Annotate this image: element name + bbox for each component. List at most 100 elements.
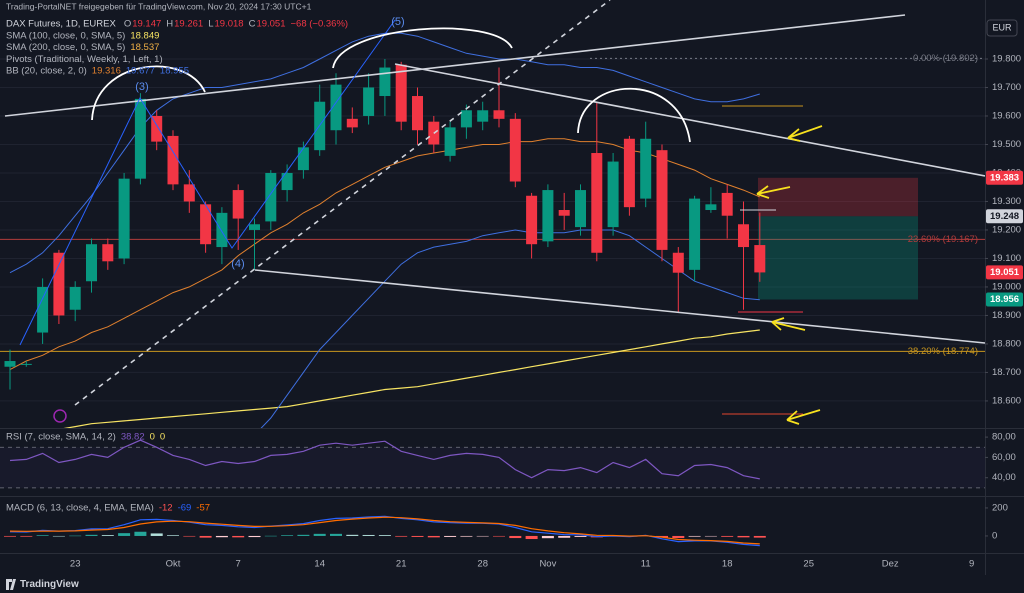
candle-body (477, 110, 489, 122)
price-tag (986, 209, 1023, 224)
macd-histogram-bar (395, 535, 408, 537)
drawings (4, 0, 985, 425)
dashed-trend-line (74, 0, 611, 406)
candle-body (526, 195, 538, 245)
price-tag-label: 19.383 (990, 172, 1019, 183)
ohlc-value: 19.261 (174, 19, 203, 30)
candle-body (102, 244, 114, 262)
candle-body (363, 87, 375, 116)
candle-body (37, 286, 49, 333)
indicator-name: BB (20, close, 2, 0) (6, 66, 87, 77)
x-tick-label: 7 (236, 559, 241, 570)
replay-icon (53, 409, 67, 423)
arc-drawing (332, 27, 513, 69)
y-tick-label: 19.500 (992, 139, 1021, 150)
grid-layer (0, 58, 985, 489)
candle-body (4, 361, 16, 367)
macd-histogram-bar (721, 535, 734, 537)
candle-body (281, 172, 293, 191)
candle-body (444, 127, 456, 156)
rsi-name: RSI (7, close, SMA, 14, 2) (6, 432, 116, 443)
macd-histogram-bar (167, 535, 179, 536)
candle-body (346, 118, 358, 128)
candle-body (330, 84, 342, 131)
arrow (787, 125, 823, 142)
y-tick-label: 18.800 (992, 338, 1021, 349)
y-tick-label: 19.600 (992, 110, 1021, 121)
macd-histogram-bar (118, 533, 131, 536)
macd-histogram-bar (134, 531, 147, 536)
macd-histogram-bar (558, 535, 571, 538)
candle-body (607, 161, 619, 228)
candle-body (672, 252, 684, 273)
macd-histogram-bar (737, 535, 750, 538)
y-tick-label: 0 (992, 530, 997, 541)
rsi-line (9, 439, 760, 480)
macd-histogram-bar (541, 535, 554, 539)
macd-histogram-bar (362, 534, 375, 536)
macd-histogram-bar (313, 533, 326, 536)
macd-histogram-bar (264, 535, 277, 537)
candle-body (183, 184, 195, 202)
macd-value: -57 (196, 503, 210, 514)
x-tick-label: 11 (641, 559, 651, 570)
candle-layer (4, 58, 766, 390)
currency-button[interactable] (986, 19, 1018, 37)
indicator-value: 19.677 (126, 66, 155, 77)
target-zone (758, 216, 918, 300)
candle-body (200, 204, 212, 245)
candle-body (640, 138, 652, 199)
candle-body (134, 98, 146, 179)
ohlc-label: O (124, 19, 131, 30)
macd-histogram-bar (493, 535, 505, 537)
logo-icon (6, 579, 16, 590)
arrow (756, 185, 791, 199)
candle-body (118, 178, 130, 259)
candle-body (412, 96, 423, 131)
macd-histogram-bar (427, 535, 440, 538)
macd-histogram-bar (411, 535, 424, 537)
candle-body (232, 190, 244, 219)
macd-histogram-bar (330, 533, 342, 536)
macd-histogram-bar (69, 535, 82, 537)
y-tick-label: 19.200 (992, 224, 1021, 235)
y-tick-label: 18.600 (992, 395, 1021, 406)
candle-body (754, 245, 766, 273)
macd-histogram-bar (476, 535, 489, 537)
ohlc-value: 19.051 (256, 19, 285, 30)
footer (0, 575, 1024, 593)
x-tick-label: Nov (539, 559, 556, 570)
sma-line (63, 329, 760, 428)
x-tick-label: 25 (803, 559, 814, 570)
candle-body (151, 115, 163, 142)
rsi-value: 0 (160, 432, 165, 443)
macd-histogram-bar (460, 535, 473, 537)
y-tick-label: 40,00 (992, 472, 1016, 483)
indicator-value: 19.316 (92, 66, 121, 77)
macd-histogram-bar (704, 535, 717, 537)
price-tag-label: 19.051 (990, 267, 1020, 278)
logo-text: TradingView (20, 579, 79, 590)
candle-body (656, 150, 668, 250)
candle-body (379, 67, 391, 97)
currency-label[interactable]: EUR (992, 22, 1012, 32)
rsi-value: 0 (150, 432, 155, 443)
candle-body (575, 190, 586, 228)
candle-body (395, 64, 407, 122)
price-tag (986, 170, 1023, 185)
macd-value: -69 (178, 503, 192, 514)
x-tick-label: Dez (882, 559, 899, 570)
macd-histogram-bar (4, 535, 16, 537)
candle-body (249, 224, 260, 230)
candle-body (86, 244, 97, 282)
ohlc-label: H (166, 19, 173, 30)
arc-drawing (577, 87, 691, 143)
fib-label: 38.20% (18.774) (908, 346, 978, 357)
candle-body (216, 212, 228, 248)
candle-body (738, 224, 749, 248)
price-tag-label: 18.956 (990, 294, 1019, 305)
y-tick-label: 19.000 (992, 281, 1021, 292)
macd-histogram-bar (85, 534, 98, 536)
macd-histogram-bar (215, 535, 228, 538)
